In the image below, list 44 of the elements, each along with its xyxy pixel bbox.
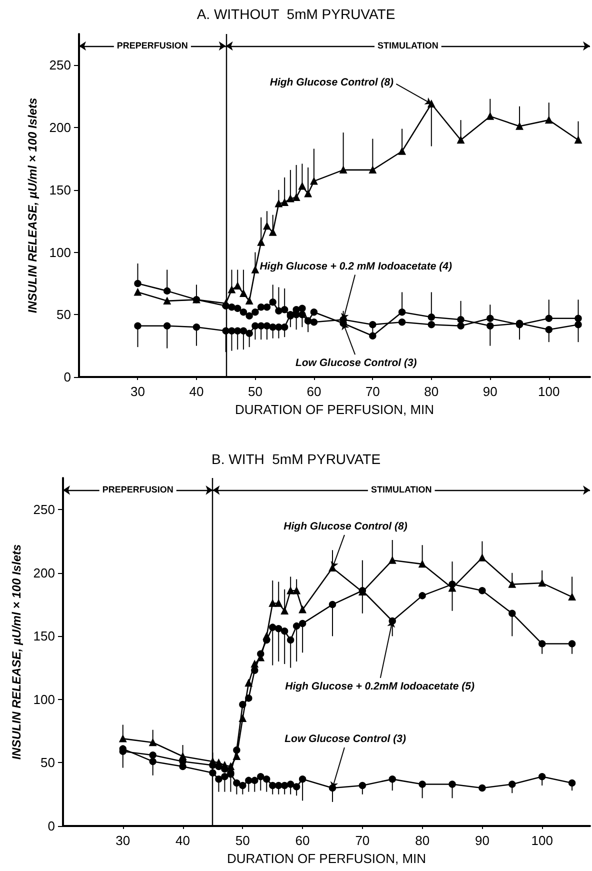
y-tick-label: 150 [33, 628, 55, 644]
chart-title: B. WITH 5mM PYRUVATE [211, 451, 381, 467]
y-axis-title: INSULIN RELEASE, µU/ml × 100 Islets [25, 98, 40, 314]
annotation: PREPERFUSION [102, 484, 174, 495]
y-tick-label: 200 [49, 120, 71, 136]
annotation: High Glucose + 0.2mM Iodoacetate (5) [285, 680, 475, 692]
x-tick-label: 100 [538, 384, 560, 399]
x-tick-label: 60 [306, 384, 322, 399]
annotation: High Glucose + 0.2 mM Iodoacetate (4) [260, 260, 452, 272]
chart-title: A. WITHOUT 5mM PYRUVATE [196, 6, 396, 22]
x-tick-label: 50 [248, 384, 262, 399]
annotation: High Glucose Control (8) [284, 520, 408, 533]
y-tick-label: 0 [64, 370, 71, 384]
annotation: STIMULATION [378, 40, 438, 51]
x-tick-label: 60 [295, 833, 310, 848]
x-axis-title: DURATION OF PERFUSION, MIN [226, 851, 426, 866]
annotation: Low Glucose Control (3) [284, 733, 406, 746]
x-tick-label: 50 [235, 833, 250, 848]
x-axis-title: DURATION OF PERFUSION, MIN [234, 402, 434, 417]
x-tick-label: 70 [365, 384, 380, 399]
y-tick-label: 150 [49, 182, 71, 198]
annotation: STIMULATION [370, 484, 432, 495]
x-tick-label: 30 [116, 833, 130, 848]
annotation: PREPERFUSION [116, 40, 188, 51]
y-axis-title: INSULIN RELEASE, µU/ml × 100 Islets [9, 544, 24, 760]
annotation: High Glucose Control (8) [270, 76, 394, 88]
x-tick-label: 40 [189, 384, 204, 399]
y-tick-label: 100 [33, 692, 55, 707]
x-tick-label: 70 [355, 833, 370, 848]
x-tick-label: 40 [176, 833, 190, 848]
x-tick-label: 100 [531, 833, 553, 848]
y-tick-label: 250 [49, 58, 71, 73]
x-tick-label: 90 [482, 384, 498, 399]
x-tick-label: 80 [415, 833, 430, 848]
x-tick-label: 90 [474, 833, 490, 848]
y-tick-label: 0 [48, 818, 55, 834]
y-tick-label: 250 [33, 502, 55, 518]
y-tick-label: 200 [33, 565, 55, 580]
y-tick-label: 50 [40, 755, 55, 770]
y-tick-label: 100 [49, 244, 71, 260]
x-tick-label: 80 [424, 384, 439, 399]
annotation: Low Glucose Control (3) [295, 356, 418, 369]
y-tick-label: 50 [56, 307, 71, 322]
x-tick-label: 30 [130, 384, 145, 399]
